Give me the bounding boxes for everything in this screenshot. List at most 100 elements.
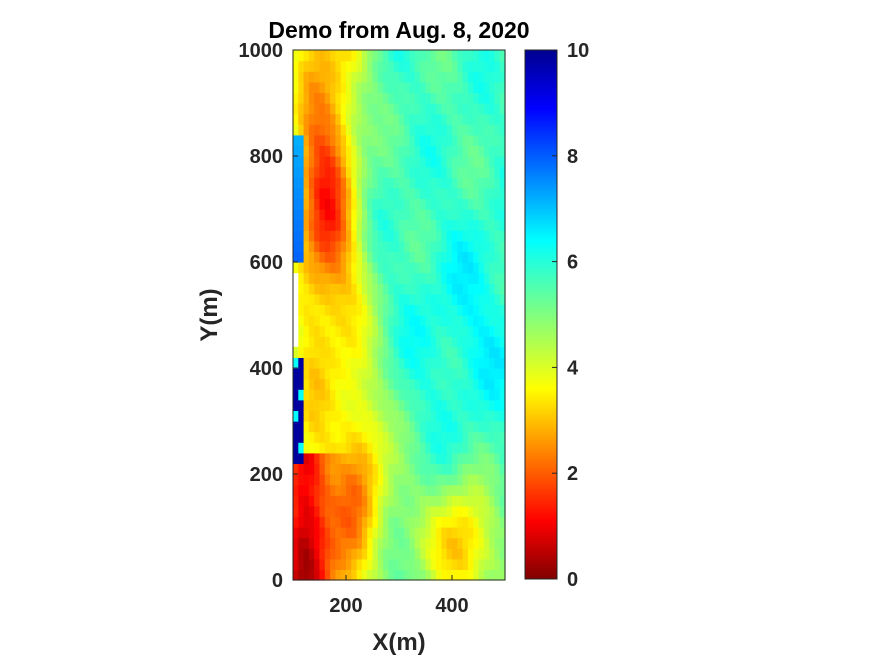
heatmap-cell	[436, 474, 442, 486]
heatmap-cell	[293, 389, 299, 401]
heatmap-cell	[478, 421, 485, 433]
heatmap-cell	[340, 389, 347, 401]
heatmap-cell	[478, 272, 485, 284]
heatmap-cell	[319, 558, 326, 570]
heatmap-cell	[351, 346, 358, 358]
heatmap-cell	[489, 516, 495, 528]
heatmap-cell	[399, 219, 405, 231]
heatmap-cell	[335, 92, 342, 104]
heatmap-cell	[319, 452, 326, 464]
heatmap-cell	[441, 60, 448, 72]
heatmap-cell	[478, 537, 485, 549]
heatmap-cell	[388, 293, 395, 305]
heatmap-cell	[346, 187, 352, 199]
heatmap-cell	[356, 124, 363, 136]
heatmap-cell	[330, 134, 336, 146]
heatmap-cell	[499, 71, 506, 83]
heatmap-cell	[489, 103, 495, 115]
heatmap-cell	[356, 495, 363, 507]
heatmap-cell	[457, 103, 464, 115]
heatmap-cell	[346, 209, 352, 221]
heatmap-cell	[340, 304, 347, 316]
heatmap-cell	[399, 389, 405, 401]
heatmap-cell	[367, 378, 374, 390]
heatmap-cell	[436, 71, 442, 83]
heatmap-cell	[314, 357, 321, 369]
heatmap-cell	[361, 505, 368, 517]
heatmap-cell	[383, 368, 389, 380]
heatmap-cell	[494, 495, 501, 507]
heatmap-cell	[319, 410, 326, 422]
heatmap-cell	[452, 209, 458, 221]
heatmap-cell	[414, 240, 421, 252]
heatmap-cell	[367, 537, 374, 549]
heatmap-cell	[393, 240, 400, 252]
heatmap-cell	[457, 336, 464, 348]
heatmap-cell	[430, 484, 437, 496]
heatmap-cell	[377, 166, 384, 178]
heatmap-cell	[425, 113, 432, 125]
heatmap-cell	[473, 378, 480, 390]
heatmap-cell	[319, 346, 326, 358]
heatmap-cell	[340, 346, 347, 358]
heatmap-cell	[473, 389, 480, 401]
heatmap-cell	[303, 452, 310, 464]
heatmap-cell	[457, 71, 464, 83]
heatmap-cell	[473, 272, 480, 284]
heatmap-cell	[346, 315, 352, 327]
heatmap-cell	[446, 251, 453, 263]
heatmap-cell	[452, 219, 458, 231]
heatmap-cell	[298, 166, 305, 178]
heatmap-cell	[457, 389, 464, 401]
heatmap-cell	[356, 410, 363, 422]
heatmap-cell	[308, 304, 315, 316]
heatmap-cell	[473, 145, 480, 157]
heatmap-cell	[430, 103, 437, 115]
heatmap-cell	[409, 431, 416, 443]
heatmap-cell	[324, 389, 331, 401]
heatmap-cell	[399, 484, 405, 496]
heatmap-cell	[330, 251, 336, 263]
heatmap-cell	[478, 442, 485, 454]
heatmap-cell	[393, 71, 400, 83]
heatmap-cell	[383, 421, 389, 433]
heatmap-cell	[293, 548, 299, 560]
heatmap-cell	[383, 452, 389, 464]
heatmap-cell	[446, 527, 453, 539]
heatmap-cell	[404, 103, 411, 115]
heatmap-cell	[324, 113, 331, 125]
heatmap-cell	[483, 315, 490, 327]
heatmap-cell	[324, 304, 331, 316]
heatmap-cell	[346, 495, 352, 507]
heatmap-cell	[441, 177, 448, 189]
heatmap-cell	[367, 113, 374, 125]
heatmap-cell	[478, 283, 485, 295]
heatmap-cell	[335, 368, 342, 380]
heatmap-cell	[409, 537, 416, 549]
heatmap-cell	[330, 569, 336, 581]
heatmap-cell	[420, 431, 427, 443]
x-axis-ticks: 200 400	[329, 575, 469, 617]
heatmap-cell	[388, 187, 395, 199]
heatmap-cell	[457, 558, 464, 570]
heatmap-cell	[330, 304, 336, 316]
heatmap-cell	[351, 378, 358, 390]
heatmap-cell	[377, 50, 384, 62]
heatmap-cell	[303, 442, 310, 454]
heatmap-cell	[452, 516, 458, 528]
heatmap-cell	[436, 410, 442, 422]
heatmap-cell	[494, 198, 501, 210]
heatmap-cell	[467, 378, 474, 390]
heatmap-cell	[409, 272, 416, 284]
heatmap-cell	[414, 368, 421, 380]
heatmap-cell	[489, 474, 495, 486]
heatmap-cell	[393, 516, 400, 528]
heatmap-cell	[356, 346, 363, 358]
heatmap-cell	[367, 463, 374, 475]
heatmap-cell	[388, 431, 395, 443]
heatmap-cell	[430, 558, 437, 570]
heatmap-cell	[356, 357, 363, 369]
heatmap-cell	[399, 442, 405, 454]
heatmap-cell	[489, 60, 495, 72]
heatmap-cell	[377, 81, 384, 93]
